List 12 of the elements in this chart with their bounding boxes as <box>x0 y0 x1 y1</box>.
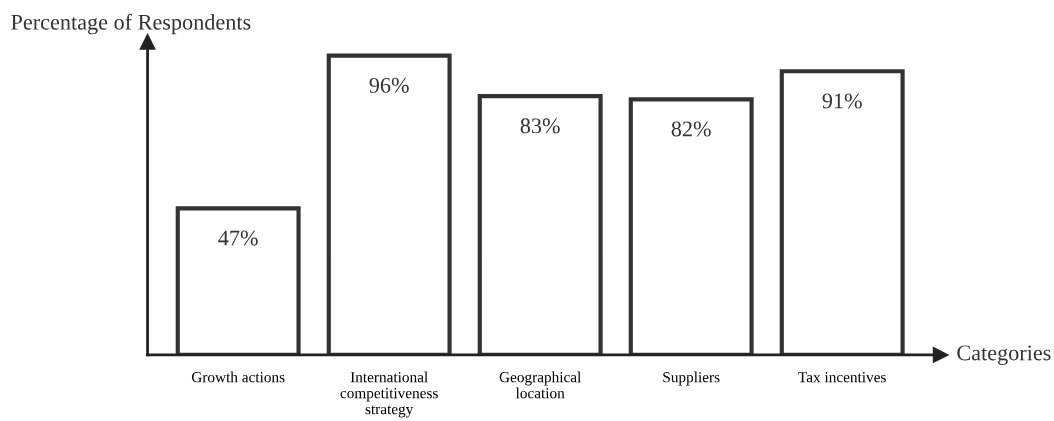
x-tick-label: Growth actions <box>191 371 285 383</box>
x-tick-label: Geographical location <box>499 371 582 399</box>
data-label: 47% <box>218 230 258 246</box>
x-tick-label: Tax incentives <box>798 372 886 383</box>
x-tick-label: International competitiveness strategy <box>340 371 438 418</box>
x-tick-label: Suppliers <box>663 371 720 386</box>
data-label: 96% <box>369 77 409 93</box>
y-axis-title: Percentage of Respondents <box>11 13 251 35</box>
data-label: 91% <box>822 93 862 109</box>
data-label: 82% <box>671 121 711 137</box>
x-axis-title: Categories <box>957 345 1051 365</box>
data-label: 83% <box>520 118 560 134</box>
